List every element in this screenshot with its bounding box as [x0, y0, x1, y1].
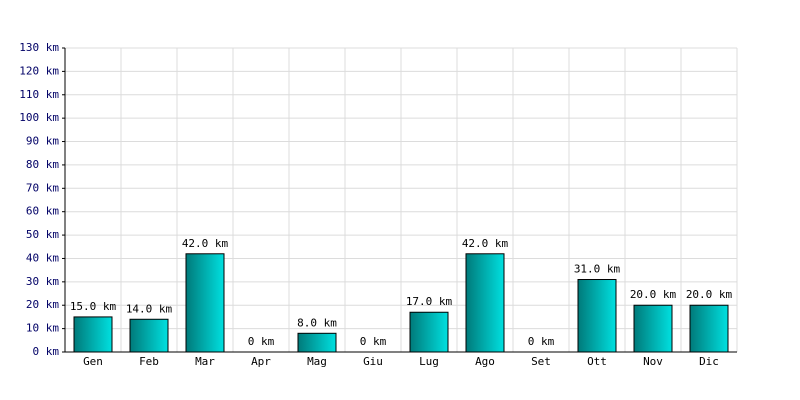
y-tick-label: 130 km [19, 41, 59, 54]
x-tick-label: Lug [419, 355, 439, 368]
y-tick-label: 110 km [19, 88, 59, 101]
x-tick-label: Ago [475, 355, 495, 368]
value-label: 8.0 km [297, 316, 337, 329]
y-tick-label: 60 km [26, 205, 59, 218]
x-tick-label: Set [531, 355, 551, 368]
y-tick-label: 0 km [33, 345, 60, 358]
value-label: 0 km [528, 335, 555, 348]
x-tick-label: Feb [139, 355, 159, 368]
y-tick-label: 120 km [19, 64, 59, 77]
y-tick-label: 10 km [26, 322, 59, 335]
x-tick-label: Ott [587, 355, 607, 368]
value-label: 0 km [360, 335, 387, 348]
bar [465, 253, 505, 353]
y-tick-label: 70 km [26, 181, 59, 194]
value-label: 42.0 km [462, 237, 509, 250]
x-tick-label: Apr [251, 355, 271, 368]
value-label: 14.0 km [126, 302, 173, 315]
x-tick-label: Nov [643, 355, 663, 368]
x-tick-label: Dic [699, 355, 719, 368]
bar [409, 311, 449, 353]
x-tick-label: Gen [83, 355, 103, 368]
value-label: 20.0 km [630, 288, 677, 301]
bar [297, 332, 337, 353]
y-tick-label: 30 km [26, 275, 59, 288]
x-tick-label: Mag [307, 355, 327, 368]
bar [577, 279, 617, 353]
value-label: 31.0 km [574, 263, 621, 276]
bar [185, 253, 225, 353]
y-tick-label: 20 km [26, 298, 59, 311]
bar [73, 316, 113, 353]
x-tick-label: Giu [363, 355, 383, 368]
y-tick-label: 100 km [19, 111, 59, 124]
value-label: 42.0 km [182, 237, 229, 250]
y-tick-label: 90 km [26, 135, 59, 148]
y-tick-label: 50 km [26, 228, 59, 241]
bar [633, 304, 673, 353]
y-tick-label: 40 km [26, 251, 59, 264]
x-tick-label: Mar [195, 355, 215, 368]
bar [689, 304, 729, 353]
value-label: 0 km [248, 335, 275, 348]
value-label: 15.0 km [70, 300, 117, 313]
bar [129, 318, 169, 353]
value-label: 20.0 km [686, 288, 733, 301]
y-tick-label: 80 km [26, 158, 59, 171]
value-label: 17.0 km [406, 295, 453, 308]
